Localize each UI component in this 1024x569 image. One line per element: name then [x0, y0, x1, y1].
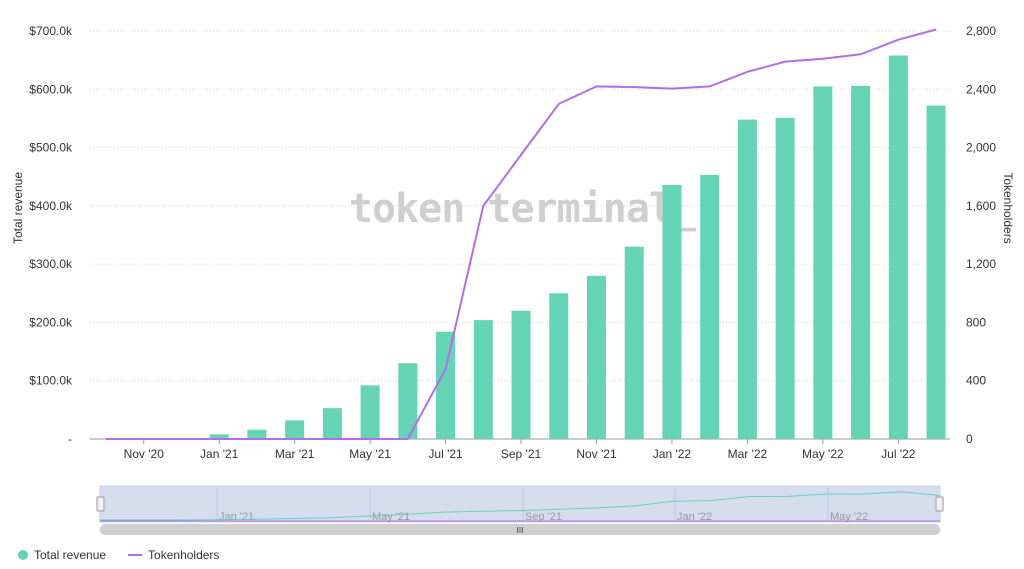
revenue-bar[interactable]: [398, 363, 418, 439]
legend-item-revenue[interactable]: Total revenue: [18, 548, 106, 562]
x-tick-label: Jan '21: [200, 447, 239, 461]
revenue-bar[interactable]: [247, 429, 267, 439]
right-axis-title: Tokenholders: [1001, 172, 1015, 243]
right-tick-label: 1,600: [966, 199, 996, 213]
revenue-bar[interactable]: [322, 408, 342, 439]
revenue-bar[interactable]: [511, 310, 531, 439]
range-navigator[interactable]: Jan '21 May '21 Sep '21 Jan '22 May '22 III: [96, 485, 944, 535]
revenue-bar[interactable]: [813, 86, 833, 439]
right-tick-label: 800: [966, 315, 986, 329]
holders-swatch-icon: [128, 554, 143, 556]
revenue-bar[interactable]: [549, 293, 569, 439]
revenue-bar[interactable]: [888, 55, 908, 439]
left-axis-title: Total revenue: [11, 172, 25, 244]
left-tick-label: $600.0k: [29, 82, 73, 96]
x-tick-label: Jul '21: [428, 447, 463, 461]
revenue-bar[interactable]: [926, 105, 946, 439]
left-tick-label: $400.0k: [29, 199, 73, 213]
revenue-bar[interactable]: [436, 331, 456, 439]
navigator-label: Jan '22: [677, 511, 712, 523]
revenue-bar[interactable]: [473, 320, 493, 439]
navigator-labels: Jan '21 May '21 Sep '21 Jan '22 May '22: [216, 488, 868, 523]
revenue-bar[interactable]: [700, 174, 720, 440]
right-axis-ticks: 0 400 800 1,200 1,600 2,000 2,400 2,800: [966, 24, 996, 446]
tokenholders-line[interactable]: [106, 28, 937, 440]
legend-item-holders[interactable]: Tokenholders: [128, 548, 219, 562]
x-tick-label: Nov '21: [576, 447, 617, 461]
left-tick-label: -: [68, 432, 72, 446]
navigator-right-handle[interactable]: [935, 496, 944, 512]
revenue-bars: [171, 55, 946, 440]
revenue-bar[interactable]: [624, 246, 644, 439]
right-tick-label: 400: [966, 374, 986, 388]
left-tick-label: $500.0k: [29, 141, 73, 155]
tokenholders-line-group: [106, 28, 937, 440]
navigator-label: May '22: [830, 511, 868, 523]
x-tick-label: Mar '22: [728, 447, 768, 461]
x-tick-label: Jan '22: [653, 447, 692, 461]
revenue-swatch-icon: [18, 550, 28, 560]
right-tick-label: 2,800: [966, 24, 996, 38]
watermark-text: token terminal_: [349, 186, 697, 232]
revenue-bar[interactable]: [360, 385, 380, 439]
revenue-bar[interactable]: [775, 117, 795, 440]
revenue-bar[interactable]: [586, 275, 606, 439]
scrollbar-grip[interactable]: III: [517, 526, 524, 535]
combo-chart: token terminal_ - $100.0k $200.0k $300.0k $4…: [11, 24, 1015, 535]
legend-holders-label: Tokenholders: [148, 548, 220, 562]
x-tick-label: Nov '20: [124, 447, 165, 461]
chart-legend: Total revenue Tokenholders: [18, 548, 219, 562]
x-tick-label: May '21: [349, 447, 391, 461]
x-tick-label: Jul '22: [881, 447, 916, 461]
revenue-bar[interactable]: [285, 420, 305, 439]
left-tick-label: $300.0k: [29, 257, 73, 271]
revenue-bar[interactable]: [662, 184, 682, 439]
right-tick-label: 0: [966, 432, 973, 446]
revenue-bar[interactable]: [737, 119, 757, 439]
x-tick-label: May '22: [802, 447, 844, 461]
navigator-label: Sep '21: [525, 511, 562, 523]
navigator-label: May '21: [372, 511, 410, 523]
left-axis-ticks: - $100.0k $200.0k $300.0k $400.0k $500.0k $600…: [29, 24, 73, 446]
x-tick-label: Mar '21: [275, 447, 315, 461]
navigator-scrollbar[interactable]: [100, 524, 940, 535]
x-tick-label: Sep '21: [501, 447, 542, 461]
navigator-selection[interactable]: [99, 485, 941, 523]
left-tick-label: $100.0k: [29, 374, 73, 388]
right-tick-label: 2,400: [966, 82, 996, 96]
navigator-left-handle[interactable]: [96, 496, 105, 512]
x-axis-ticks: Nov '20 Jan '21 Mar '21 May '21 Jul '21 Sep '…: [124, 439, 916, 461]
revenue-bar[interactable]: [851, 85, 871, 439]
navigator-revenue-line: [100, 491, 941, 521]
legend-revenue-label: Total revenue: [34, 548, 107, 562]
left-tick-label: $700.0k: [29, 24, 73, 38]
left-tick-label: $200.0k: [29, 315, 73, 329]
right-tick-label: 1,200: [966, 257, 996, 271]
right-tick-label: 2,000: [966, 141, 996, 155]
revenue-bar[interactable]: [209, 434, 229, 439]
